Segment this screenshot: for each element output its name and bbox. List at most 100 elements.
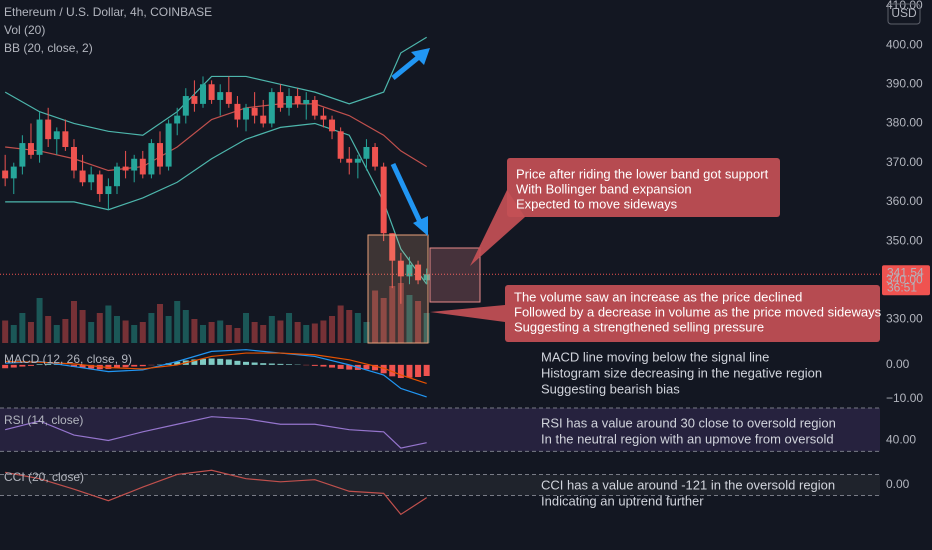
indicator-note: RSI has a value around 30 close to overs… (541, 415, 836, 430)
volume-bar (27, 322, 34, 343)
indicator-note: MACD line moving below the signal line (541, 349, 769, 364)
candle-body (268, 92, 275, 124)
candle-body (372, 147, 379, 167)
price-label-box (882, 265, 930, 296)
histogram-bar (191, 359, 198, 365)
volume-bar (380, 298, 387, 343)
volume-bar (346, 310, 353, 343)
candle-body (113, 166, 120, 187)
volume-bar (10, 325, 17, 343)
y-tick-label: 350.00 (886, 233, 923, 247)
y-tick-label: 330.00 (886, 312, 923, 326)
histogram-bar (88, 364, 95, 369)
histogram-bar (372, 364, 379, 371)
volume-bar (354, 313, 361, 343)
volume-bar (105, 305, 112, 343)
candle-body (234, 103, 241, 120)
histogram-bar (329, 364, 336, 368)
histogram-bar (122, 364, 129, 368)
volume-bar (423, 313, 430, 343)
candle-body (415, 264, 422, 281)
volume-bar (277, 320, 284, 343)
candle-body (217, 92, 224, 100)
histogram-bar (243, 361, 250, 365)
volume-bar (2, 320, 9, 343)
indicator-line (5, 469, 427, 516)
callout-text: Expected to move sideways (516, 196, 678, 211)
indicator-note: CCI has a value around -121 in the overs… (541, 477, 835, 492)
indicator-note: Suggesting bearish bias (541, 381, 680, 396)
currency-box (887, 3, 921, 25)
histogram-bar (79, 364, 86, 368)
histogram-bar (225, 359, 232, 365)
drawings (367, 48, 880, 344)
callout-text: Followed by a decrease in volume as the … (514, 304, 882, 319)
volume-bar (157, 304, 163, 343)
callout (505, 285, 880, 342)
arrow (391, 54, 422, 80)
indicator-line (5, 352, 427, 384)
currency: USD (891, 6, 917, 20)
volume-bar (294, 322, 301, 343)
candle-body (88, 174, 95, 183)
y-tick-label: 390.00 (886, 76, 923, 90)
bb-lower (5, 122, 428, 285)
volume-bar (389, 286, 396, 343)
volume-bar (397, 283, 404, 343)
callout-text: Suggesting a strengthened selling pressu… (514, 319, 764, 334)
volume-bar (337, 305, 344, 343)
volume-bar (139, 322, 146, 343)
candle-body (53, 131, 60, 140)
indicator-note: Histogram size decreasing in the negativ… (541, 365, 822, 380)
volume-bar (363, 322, 370, 343)
volume-bar (311, 323, 318, 343)
histogram-bar (260, 363, 267, 365)
volume-bar (19, 313, 26, 343)
band-fill (0, 408, 880, 452)
histogram-bar (45, 363, 52, 365)
histogram-bar (415, 364, 422, 378)
marks (0, 36, 930, 516)
volume-bar (406, 295, 413, 343)
volume-bar (148, 313, 155, 343)
pane-title: RSI (14, close) (4, 413, 83, 427)
volume-bar (122, 320, 129, 343)
y-tick-label: 360.00 (886, 194, 923, 208)
volume-bar (268, 316, 275, 343)
histogram-bar (286, 364, 293, 365)
volume-bar (225, 325, 232, 343)
candle-body (174, 115, 181, 124)
candle-body (277, 92, 284, 108)
y-tick-label: 0.00 (886, 357, 910, 371)
y-tick-label: 340.00 (886, 272, 923, 286)
band-fill (0, 474, 880, 496)
candle-body (191, 96, 198, 104)
volume-bar (191, 319, 198, 343)
pane-title: CCI (20, close) (4, 470, 84, 484)
candle-body (19, 143, 26, 167)
candle-body (200, 84, 207, 104)
histogram-bar (19, 364, 26, 367)
y-tick-label: 400.00 (886, 37, 923, 51)
candle-body (36, 119, 43, 155)
volume-bar (113, 316, 120, 343)
histogram-bar (423, 364, 430, 376)
histogram-bar (311, 364, 318, 366)
indicator-line (5, 416, 427, 449)
candle-body (45, 119, 52, 140)
candle-body (208, 84, 215, 100)
histogram-bar (208, 358, 215, 365)
histogram-bar (251, 362, 258, 365)
candle-body (243, 107, 250, 120)
volume-bar (131, 325, 138, 343)
candle-body (10, 166, 17, 179)
volume-bar (251, 322, 258, 343)
histogram-bar (363, 364, 370, 370)
pane-title: MACD (12, 26, close, 9) (4, 352, 132, 366)
candle-body (354, 158, 361, 163)
candle-body (105, 186, 112, 195)
volume-bar (234, 328, 241, 343)
histogram-bar (389, 364, 396, 377)
